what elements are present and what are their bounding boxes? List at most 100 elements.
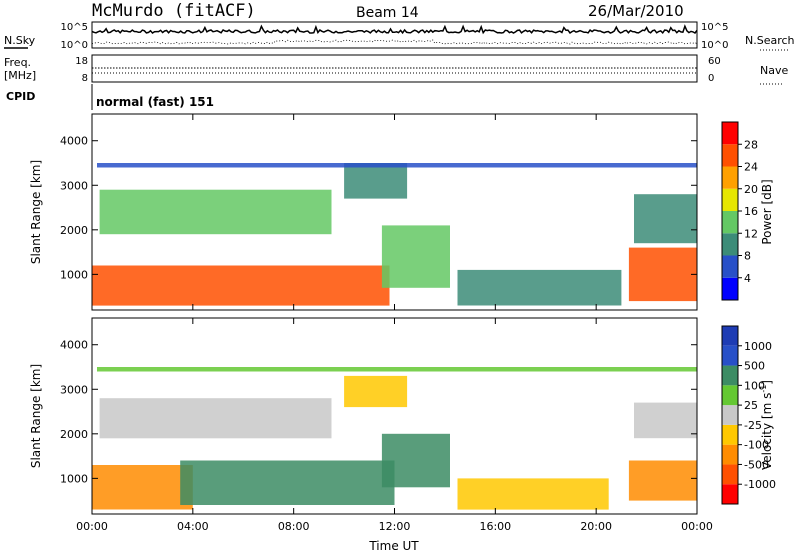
nave-label: Nave bbox=[760, 64, 788, 77]
colorbar-tick-label-1: 8 bbox=[744, 250, 751, 263]
scatter-region-7 bbox=[634, 402, 697, 439]
colorbar-tick-label-0: 4 bbox=[744, 272, 751, 285]
freq-tick-top: 18 bbox=[75, 56, 88, 67]
noise-tick-left-bottom: 10^0 bbox=[61, 40, 88, 51]
beam-label: Beam 14 bbox=[356, 5, 419, 21]
scatter-region-3 bbox=[344, 163, 408, 199]
xtick-label-3: 12:00 bbox=[379, 520, 411, 533]
scatter-region-1 bbox=[381, 225, 450, 288]
colorbar-swatch-5 bbox=[722, 385, 738, 406]
scatter-region-3 bbox=[99, 398, 332, 439]
colorbar-tick-label-6: 28 bbox=[744, 138, 758, 151]
scatter-region-2 bbox=[99, 189, 332, 235]
noise-panel: N.Sky 10^5 10^0 10^5 10^0 N.Search bbox=[4, 21, 795, 51]
colorbar-tick-label-7: 1000 bbox=[744, 340, 772, 353]
scatter-region-5 bbox=[457, 478, 609, 510]
xtick-label-0: 00:00 bbox=[76, 520, 108, 533]
ytick-label-1: 2000 bbox=[60, 224, 88, 237]
ytick-label-1: 2000 bbox=[60, 428, 88, 441]
velocity-panel: 1000 2000 3000 4000 00:00 04:00 08:00 12:00 16:… bbox=[29, 317, 776, 553]
scatter-region-2 bbox=[381, 433, 450, 488]
colorbar-tick-label-1: -500 bbox=[744, 458, 769, 471]
nave-tick-bottom: 0 bbox=[708, 73, 714, 84]
colorbar-tick-label-4: 20 bbox=[744, 183, 758, 196]
colorbar-swatch-0 bbox=[722, 484, 738, 504]
colorbar-frame bbox=[721, 325, 739, 505]
colorbar-swatch-1 bbox=[722, 464, 738, 485]
noise-sky-label: N.Sky bbox=[4, 34, 36, 47]
colorbar-tick-label-4: 25 bbox=[744, 399, 758, 412]
power-colorbar-label: Power [dB] bbox=[760, 179, 774, 244]
velocity-heatmap bbox=[92, 367, 697, 510]
colorbar-swatch-2 bbox=[722, 233, 738, 256]
colorbar-swatch-8 bbox=[722, 326, 738, 346]
colorbar-swatch-0 bbox=[722, 277, 738, 300]
noise-tick-left-top: 10^5 bbox=[61, 22, 88, 33]
freq-label: Freq. bbox=[4, 56, 31, 69]
power-ylabel: Slant Range [km] bbox=[29, 160, 43, 264]
velocity-y-axis: 1000 2000 3000 4000 bbox=[60, 339, 697, 485]
colorbar-swatch-4 bbox=[722, 188, 738, 211]
scatter-region-7 bbox=[97, 163, 697, 168]
scatter-region-6 bbox=[634, 194, 697, 244]
station-title: McMurdo (fitACF) bbox=[92, 1, 256, 21]
colorbar-swatch-6 bbox=[722, 365, 738, 386]
scatter-region-8 bbox=[97, 367, 697, 372]
colorbar-swatch-1 bbox=[722, 255, 738, 278]
velocity-colorbar-label: Velocity [m s-1] bbox=[759, 380, 774, 470]
ytick-label-3: 4000 bbox=[60, 135, 88, 148]
scatter-region-4 bbox=[457, 269, 622, 306]
noise-sky-trace bbox=[91, 24, 698, 35]
date-label: 26/Mar/2010 bbox=[588, 2, 684, 20]
velocity-colorbar: -1000 -500 -100 -25 25 100 500 1000 bbox=[721, 325, 776, 505]
cpid-value: normal (fast) 151 bbox=[96, 95, 214, 109]
scatter-region-6 bbox=[628, 460, 697, 501]
colorbar-swatch-3 bbox=[722, 424, 738, 445]
colorbar-swatch-7 bbox=[722, 122, 738, 145]
power-colorbar: 4 8 12 16 20 24 28 bbox=[721, 121, 758, 301]
colorbar-swatch-7 bbox=[722, 345, 738, 366]
xtick-label-5: 20:00 bbox=[580, 520, 612, 533]
colorbar-tick-label-5: 100 bbox=[744, 379, 765, 392]
ytick-label-3: 4000 bbox=[60, 339, 88, 352]
colorbar-tick-label-3: 16 bbox=[744, 205, 758, 218]
scatter-region-1 bbox=[180, 460, 395, 505]
colorbar-swatch-2 bbox=[722, 444, 738, 465]
xtick-label-6: 00:00 bbox=[681, 520, 713, 533]
noise-search-label: N.Search bbox=[745, 34, 795, 47]
freq-tick-bottom: 8 bbox=[82, 73, 88, 84]
ytick-label-2: 3000 bbox=[60, 383, 88, 396]
noise-tick-right-bottom: 10^0 bbox=[701, 40, 728, 51]
freq-panel: Freq. [MHz] 18 8 60 0 Nave bbox=[4, 54, 788, 85]
colorbar-tick-label-2: 12 bbox=[744, 227, 758, 240]
colorbar-tick-label-5: 24 bbox=[744, 161, 758, 174]
cpid-row: CPID normal (fast) 151 bbox=[6, 84, 214, 110]
scatter-region-5 bbox=[628, 247, 697, 302]
power-heatmap bbox=[92, 163, 697, 306]
noise-search-trace bbox=[91, 39, 698, 45]
velocity-x-axis: 00:00 04:00 08:00 12:00 16:00 20:00 00:00 bbox=[76, 318, 713, 533]
colorbar-swatch-6 bbox=[722, 144, 738, 167]
colorbar-swatch-5 bbox=[722, 166, 738, 189]
xtick-label-2: 08:00 bbox=[278, 520, 310, 533]
time-axis-label: Time UT bbox=[368, 539, 419, 553]
ytick-label-2: 3000 bbox=[60, 179, 88, 192]
colorbar-swatch-4 bbox=[722, 405, 738, 425]
colorbar-tick-label-0: -1000 bbox=[744, 478, 776, 491]
power-y-axis: 1000 2000 3000 4000 bbox=[60, 135, 697, 281]
ytick-label-0: 1000 bbox=[60, 268, 88, 281]
scatter-region-4 bbox=[344, 375, 408, 408]
ytick-label-0: 1000 bbox=[60, 472, 88, 485]
colorbar-tick-label-3: -25 bbox=[744, 419, 762, 432]
scatter-region-0 bbox=[92, 465, 193, 510]
colorbar-swatch-3 bbox=[722, 211, 738, 234]
noise-tick-right-top: 10^5 bbox=[701, 22, 728, 33]
power-panel: 1000 2000 3000 4000 Slant Range [km] 4 8 12 16… bbox=[29, 113, 774, 311]
colorbar-tick-label-6: 500 bbox=[744, 360, 765, 373]
xtick-label-4: 16:00 bbox=[479, 520, 511, 533]
cpid-label: CPID bbox=[6, 90, 35, 103]
colorbar-tick-label-2: -100 bbox=[744, 439, 769, 452]
scatter-region-0 bbox=[92, 265, 390, 306]
freq-unit: [MHz] bbox=[4, 69, 36, 82]
